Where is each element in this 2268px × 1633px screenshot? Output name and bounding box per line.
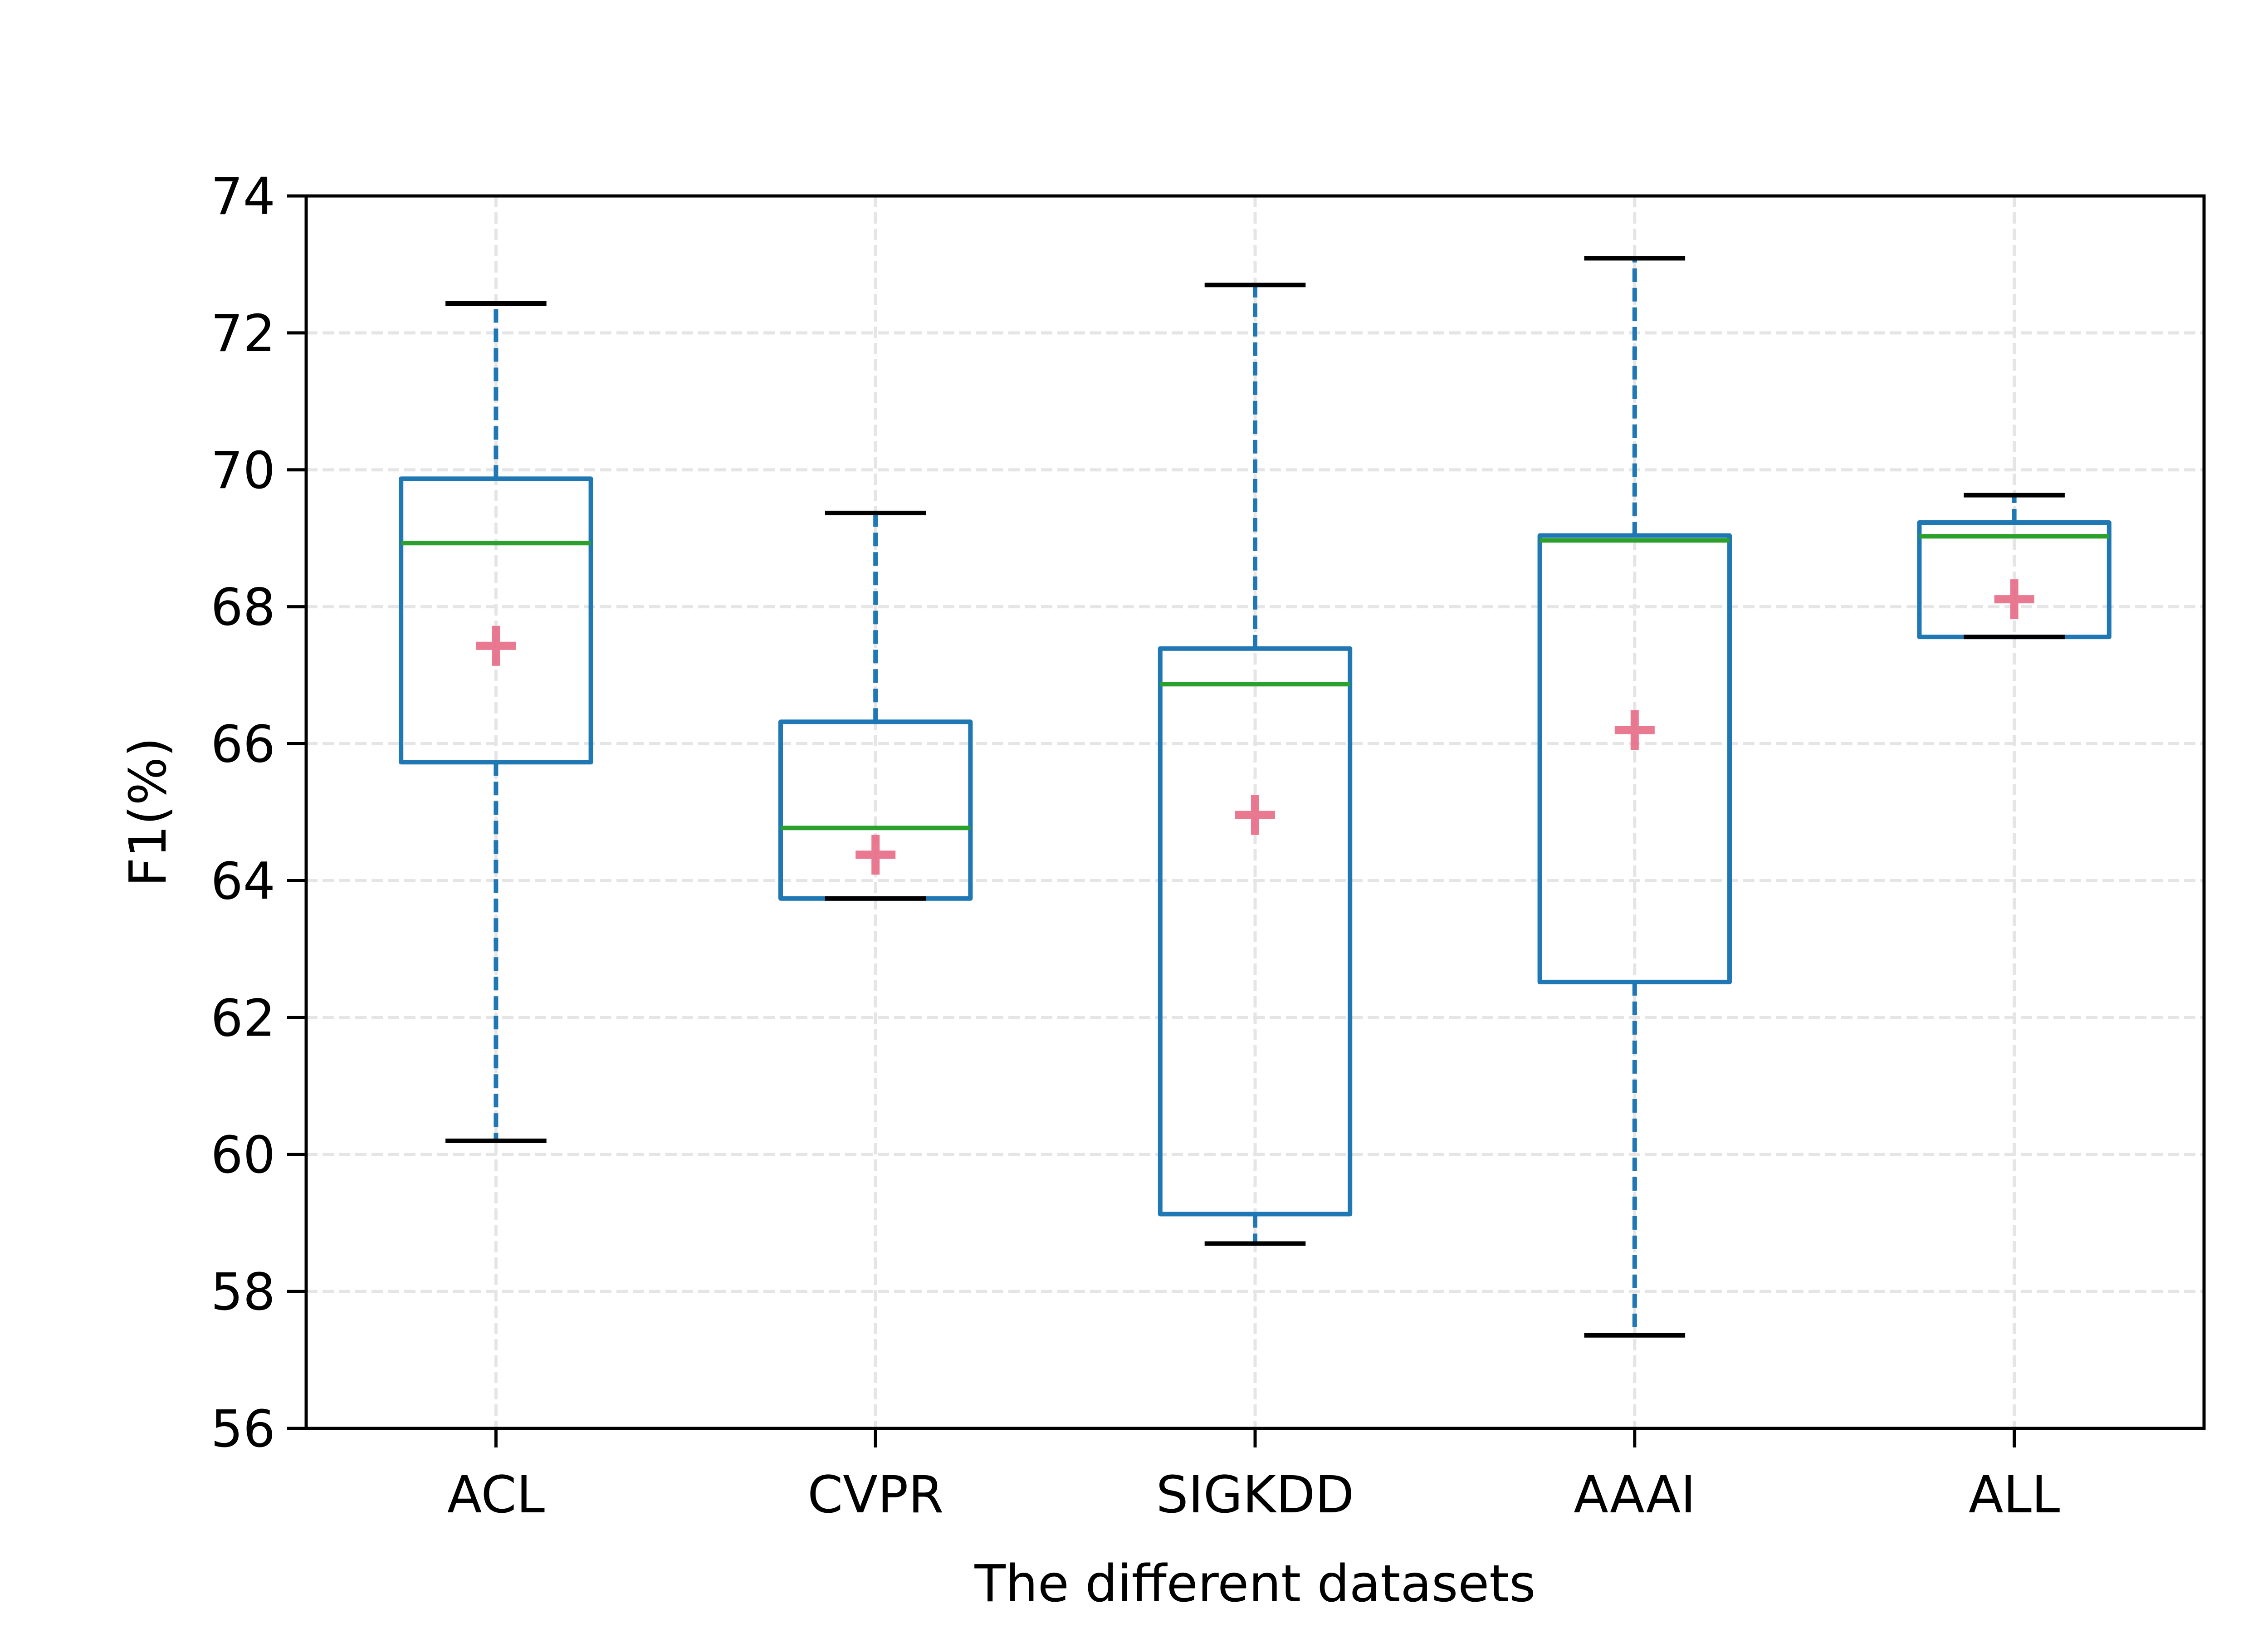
iqr-box bbox=[1158, 646, 1353, 1217]
mean-marker bbox=[1994, 579, 2034, 620]
y-tick-label: 74 bbox=[210, 167, 275, 226]
mean-marker bbox=[855, 835, 896, 875]
y-tick-label: 58 bbox=[210, 1263, 275, 1322]
box-acl bbox=[399, 301, 593, 1144]
box-cvpr bbox=[778, 510, 973, 901]
y-axis-label: F1(%) bbox=[119, 737, 178, 887]
y-axis: 56 58 60 62 64 66 68 70 72 74 bbox=[210, 167, 306, 1459]
y-tick-label: 72 bbox=[210, 304, 275, 363]
x-tick-label: ALL bbox=[1969, 1466, 2060, 1525]
iqr-box bbox=[1537, 533, 1732, 984]
box-all bbox=[1917, 493, 2112, 640]
x-tick-label: ACL bbox=[447, 1466, 545, 1525]
y-tick-label: 56 bbox=[210, 1400, 275, 1459]
iqr-box bbox=[399, 476, 593, 765]
y-tick-label: 66 bbox=[210, 715, 275, 774]
y-tick-label: 64 bbox=[210, 852, 275, 911]
x-tick-label: CVPR bbox=[807, 1466, 943, 1525]
x-tick-label: SIGKDD bbox=[1156, 1466, 1354, 1525]
x-axis-label: The different datasets bbox=[974, 1555, 1536, 1613]
mean-marker bbox=[1235, 795, 1275, 835]
box-sigkdd bbox=[1158, 283, 1353, 1246]
mean-marker bbox=[476, 626, 516, 666]
box-aaai bbox=[1537, 256, 1732, 1338]
x-axis: ACL CVPR SIGKDD AAAI ALL bbox=[447, 1428, 2060, 1525]
x-tick-label: AAAI bbox=[1574, 1466, 1696, 1525]
mean-marker bbox=[1614, 710, 1655, 750]
y-tick-label: 68 bbox=[210, 578, 275, 637]
y-tick-label: 60 bbox=[210, 1126, 275, 1185]
y-tick-label: 70 bbox=[210, 441, 275, 500]
y-tick-label: 62 bbox=[210, 989, 275, 1048]
box-marks bbox=[399, 256, 2112, 1338]
